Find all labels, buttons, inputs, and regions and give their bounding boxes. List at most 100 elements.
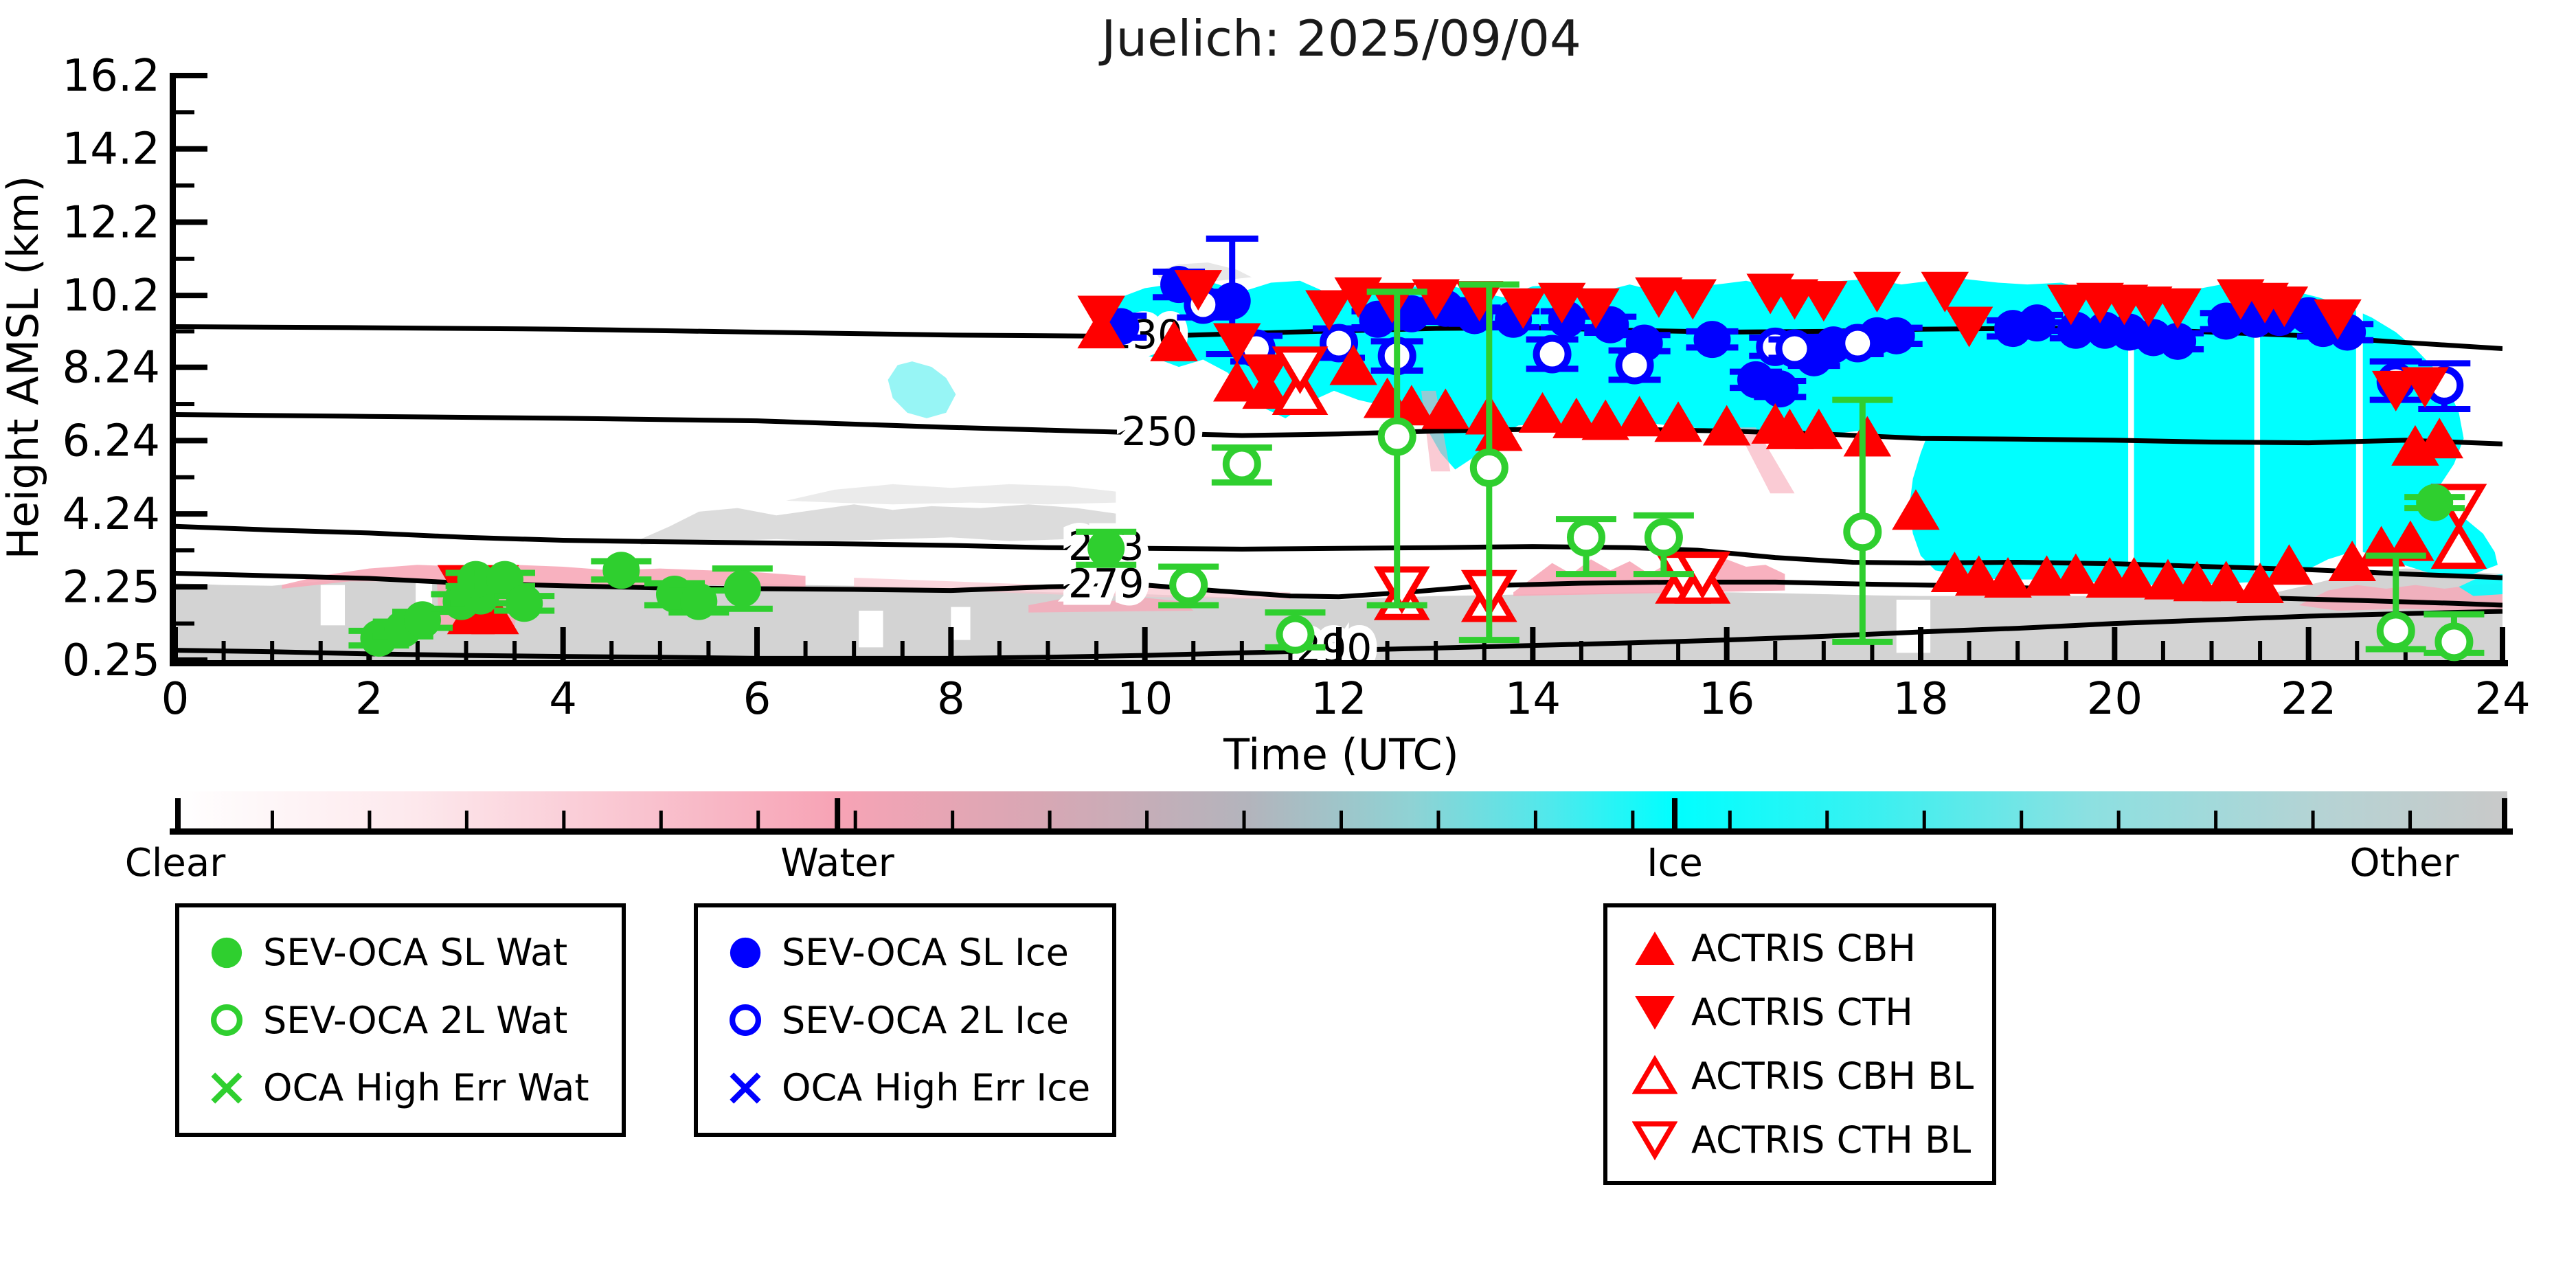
marker-circle-open	[211, 1004, 242, 1036]
marker-tri_up	[2415, 418, 2463, 459]
x-minor-tick	[1579, 641, 1583, 660]
y-tick-label: 8.24	[63, 343, 161, 394]
x-major-tick	[172, 627, 178, 660]
x-tick-label: 24	[2474, 674, 2530, 725]
marker-x	[730, 1072, 761, 1104]
x-tick-label: 18	[1893, 674, 1948, 725]
x-minor-tick	[997, 641, 1002, 660]
legend-item: ACTRIS CTH BL	[1607, 1117, 1992, 1162]
class-region-cyan_light	[888, 361, 956, 418]
y-minor-tick	[176, 475, 194, 479]
marker-circle-open	[1615, 346, 1654, 385]
isotherm-273	[175, 523, 2502, 580]
legend-item-label: ACTRIS CTH BL	[1691, 1118, 1971, 1162]
class-region-pink	[1513, 559, 1785, 596]
colorbar-minor-tick	[1533, 811, 1537, 830]
legend-item-label: OCA High Err Wat	[263, 1066, 589, 1109]
x-minor-tick	[1482, 641, 1487, 660]
class-region-gray	[640, 504, 1116, 545]
class-region-gray	[786, 484, 1116, 505]
x-minor-tick	[1385, 641, 1390, 660]
x-minor-tick	[270, 641, 275, 660]
legend-actris-box: ACTRIS CBH ACTRIS CTH ACTRIS CBH BL ACTR…	[1603, 903, 1996, 1185]
marker-tri_up	[1581, 399, 1629, 440]
x-tick-label: 0	[161, 674, 190, 725]
marker-circle-open	[1644, 518, 1683, 557]
colorbar-label-ice: Ice	[1647, 841, 1703, 885]
marker-tri_down	[2371, 370, 2420, 411]
x-minor-tick	[464, 641, 468, 660]
y-tick-label: 16.2	[63, 51, 161, 102]
x-minor-tick	[2064, 641, 2068, 660]
marker-tri_down	[1213, 323, 1261, 364]
marker-tri_down	[1499, 288, 1547, 329]
colorbar-minor-tick	[1436, 811, 1440, 830]
y-tick-label: 14.2	[63, 124, 161, 175]
marker-circle-filled	[1877, 317, 1915, 354]
colorbar-major-tick	[835, 798, 841, 830]
x-major-tick	[560, 627, 566, 660]
marker-tri_up	[1150, 320, 1198, 361]
x-minor-tick	[1773, 641, 1778, 660]
x-minor-tick	[1046, 641, 1050, 660]
marker-circle-open	[1775, 329, 1814, 368]
marker-circle-filled	[506, 585, 543, 622]
marker-tri_down	[2047, 284, 2095, 326]
marker-circle-open	[730, 1004, 761, 1036]
y-major-tick	[176, 584, 207, 590]
red-triangle-up-icon	[1635, 931, 1675, 965]
x-tick-label: 16	[1699, 674, 1754, 725]
marker-tri_up_open	[1632, 1055, 1677, 1095]
colorbar-minor-tick	[562, 811, 566, 830]
marker-circle-open	[1276, 615, 1315, 654]
colorbar-minor-tick	[951, 811, 955, 830]
clear-gap	[951, 607, 971, 640]
y-major-tick	[176, 146, 207, 152]
marker-tri_down	[2401, 367, 2449, 408]
x-minor-tick	[415, 641, 420, 660]
x-minor-tick	[1094, 641, 1099, 660]
legend-item: ACTRIS CBH BL	[1607, 1053, 1992, 1098]
colorbar-minor-tick	[464, 811, 468, 830]
legend-item-label: ACTRIS CBH	[1691, 927, 1916, 971]
x-major-tick	[1724, 627, 1730, 660]
x-major-tick	[2112, 627, 2118, 660]
colorbar-minor-tick	[1340, 811, 1343, 830]
x-minor-tick	[512, 641, 517, 660]
y-minor-tick	[176, 621, 194, 626]
marker-circle-filled	[680, 583, 718, 620]
marker-circle-filled	[723, 569, 761, 607]
marker-tri_up	[2144, 558, 2192, 600]
x-axis-label: Time (UTC)	[1223, 730, 1459, 780]
legend-item: OCA High Err Wat	[179, 1065, 622, 1111]
colorbar-minor-tick	[368, 811, 372, 830]
clear-gap	[1896, 599, 1931, 653]
legend-item-label: ACTRIS CTH	[1691, 991, 1913, 1035]
legend-item: ACTRIS CBH	[1607, 926, 1992, 971]
x-major-tick	[1918, 627, 1923, 660]
marker-tri_down_open	[1272, 346, 1329, 394]
marker-tri_down_open	[1632, 1121, 1677, 1161]
marker-tri_up	[1892, 489, 1940, 530]
colorbar-major-tick	[2502, 798, 2507, 830]
isotherm-label-250: 250	[1121, 408, 1197, 455]
colorbar-minor-tick	[659, 811, 663, 830]
colorbar-baseline	[170, 828, 2513, 835]
y-major-tick	[176, 293, 207, 299]
colorbar-label-clear: Clear	[124, 841, 226, 885]
blue-open-circle-icon	[730, 1004, 761, 1036]
legend-item-label: SEV-OCA 2L Wat	[263, 998, 568, 1042]
y-major-tick	[176, 219, 207, 225]
colorbar-minor-tick	[853, 811, 857, 830]
y-major-tick	[176, 438, 207, 444]
marker-tri_down	[1853, 271, 1901, 313]
legend-water-box: SEV-OCA SL Wat SEV-OCA 2L Wat OCA High E…	[175, 903, 626, 1137]
y-major-tick	[176, 364, 207, 370]
blue-x-icon	[730, 1072, 761, 1104]
marker-circle-filled	[211, 937, 242, 968]
x-axis-spine	[170, 660, 2508, 666]
marker-circle-open	[2376, 611, 2415, 651]
marker-circle-open	[1533, 335, 1572, 374]
marker-circle-open	[1169, 565, 1208, 605]
